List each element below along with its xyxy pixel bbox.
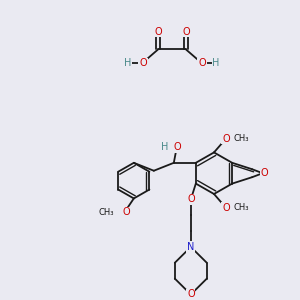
- Text: H: H: [124, 58, 132, 68]
- Text: O: O: [261, 168, 268, 178]
- Text: O: O: [222, 134, 230, 144]
- Text: N: N: [187, 242, 194, 252]
- Text: O: O: [139, 58, 147, 68]
- Text: O: O: [187, 194, 195, 204]
- Text: O: O: [173, 142, 181, 152]
- Text: CH₃: CH₃: [234, 203, 250, 212]
- Text: CH₃: CH₃: [234, 134, 250, 143]
- Text: O: O: [198, 58, 206, 68]
- Text: H: H: [161, 142, 169, 152]
- Text: H: H: [212, 58, 220, 68]
- Text: O: O: [122, 207, 130, 217]
- Text: O: O: [222, 203, 230, 213]
- Text: O: O: [154, 27, 162, 37]
- Text: O: O: [182, 27, 190, 37]
- Text: O: O: [187, 290, 195, 299]
- Text: CH₃: CH₃: [98, 208, 114, 217]
